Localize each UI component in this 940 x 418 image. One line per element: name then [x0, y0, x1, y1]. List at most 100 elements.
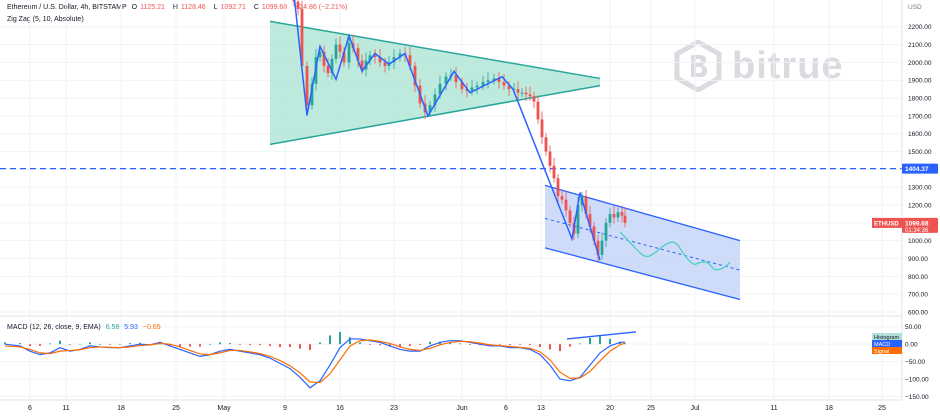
candle-body: [588, 213, 592, 227]
candle-body: [604, 222, 608, 241]
time-tick-label: 18: [825, 405, 833, 412]
overlays: [293, 0, 601, 261]
candle-body: [334, 44, 338, 59]
candle-body: [486, 80, 490, 83]
candle-body: [612, 213, 616, 218]
candle-body: [502, 82, 506, 86]
candle-body: [373, 55, 377, 58]
time-tick-label: 6: [28, 405, 32, 412]
signal-line: [4, 339, 626, 384]
candle-body: [438, 83, 442, 95]
candle-body: [576, 205, 580, 234]
candle-body: [475, 85, 479, 88]
candle-body: [444, 76, 448, 84]
macd-histogram-bar: [99, 344, 101, 345]
macd-histogram-bar: [309, 344, 311, 351]
symbol-tag-bg: [872, 217, 902, 228]
candle-body: [592, 226, 596, 241]
price-tick-label: 1200.00: [908, 203, 932, 210]
macd-histogram-bar: [189, 344, 191, 347]
macd-histogram-bar: [559, 344, 561, 352]
time-tick-label: 25: [878, 405, 886, 412]
macd-histogram-bar: [369, 344, 371, 345]
zigzag-indicator-label[interactable]: Zig Zag (5, 10, Absolute): [7, 16, 84, 23]
macd-histogram-bar: [329, 335, 331, 345]
macd-tick-label: −100.00: [905, 377, 929, 384]
macd-histogram-bar: [269, 344, 271, 346]
watermark-text: bitrue: [732, 44, 844, 87]
macd-legend-tag-bg: [872, 333, 902, 340]
candle-body: [556, 178, 560, 197]
support-price-tag-bg: [902, 163, 938, 174]
candle-body: [608, 213, 612, 223]
macd-legend[interactable]: MACD (12, 26, close, 9, EMA) 6.58 5.93 −…: [7, 324, 164, 331]
macd-histogram-bar: [429, 341, 431, 345]
macd-histogram-bar: [179, 344, 181, 347]
macd-histogram-bar: [139, 342, 141, 345]
last-price-tag-bg: [902, 217, 938, 233]
macd-histogram-bar: [569, 344, 571, 347]
macd-histogram-bar: [519, 344, 521, 345]
macd-histogram-bar: [339, 331, 341, 345]
price-tick-label: 1700.00: [908, 113, 932, 120]
last-price-tag-text: 1099.68: [905, 220, 929, 227]
candle-body: [408, 55, 412, 66]
price-tick-label: 1900.00: [908, 78, 932, 85]
ohlc-high: H 1128.46: [172, 4, 206, 11]
candle-body: [481, 82, 485, 86]
time-tick-label: 25: [172, 405, 180, 412]
time-tick-label: 23: [390, 405, 398, 412]
support-price-tag-text: 1404.37: [905, 166, 929, 173]
time-tick-label: 25: [647, 405, 655, 412]
macd-histogram-bar: [69, 344, 71, 345]
price-tick-label: 1300.00: [908, 185, 932, 192]
macd-line: [4, 338, 626, 389]
macd-histogram-bar: [579, 343, 581, 345]
candle-body: [413, 65, 417, 86]
macd-tick-label: −150.00: [905, 394, 929, 401]
candle-body: [600, 240, 604, 255]
macd-histogram-bar: [209, 344, 211, 345]
channel-midline: [544, 217, 741, 271]
candle-body: [584, 196, 588, 214]
macd-histogram-bar: [379, 344, 381, 346]
macd-legend-tag-bg: [872, 347, 902, 354]
macd-histogram-bar: [59, 340, 61, 345]
support-price-tag: 1404.37: [902, 163, 938, 174]
candle-body: [347, 42, 351, 63]
macd-histogram-bar: [19, 343, 21, 345]
candle-body: [378, 57, 382, 63]
triangle-pattern: [270, 21, 600, 145]
candle-body: [568, 210, 572, 223]
candle-body: [338, 44, 342, 52]
triangle-upper-line: [269, 20, 601, 80]
time-tick-label: 13: [537, 405, 545, 412]
candle-body: [318, 51, 322, 58]
channel-upper-line: [544, 184, 741, 242]
macd-histogram-bar: [29, 344, 31, 346]
price-tick-label: 2000.00: [908, 60, 932, 67]
candle-body: [524, 92, 528, 95]
time-tick-label: 6: [504, 405, 508, 412]
price-tick-label: 2200.00: [908, 24, 932, 31]
macd-legend-tag-bg: [872, 340, 902, 347]
macd-histogram-bar: [109, 344, 111, 345]
macd-tick-label: −50.00: [905, 359, 925, 366]
candle-body: [536, 101, 540, 120]
price-tick-label: 600.00: [908, 310, 928, 317]
candle-body: [470, 87, 474, 91]
channel-pattern: [545, 185, 740, 300]
candle-body: [392, 57, 396, 63]
candle-body: [356, 48, 360, 61]
macd-histogram-bar: [499, 344, 501, 345]
macd-histogram-bar: [89, 342, 91, 345]
macd-histogram-bar: [589, 337, 591, 345]
macd-histogram-bar: [459, 343, 461, 345]
macd-histogram-bar: [119, 344, 121, 345]
candle-body: [360, 60, 364, 70]
macd-histogram-bar: [539, 344, 541, 347]
symbol-title: Ethereum / U.S. Dollar, 4h, BITSTAMP: [7, 4, 127, 11]
macd-histogram-bar: [129, 343, 131, 345]
symbol-tag-text: ETHUSD: [874, 221, 899, 227]
